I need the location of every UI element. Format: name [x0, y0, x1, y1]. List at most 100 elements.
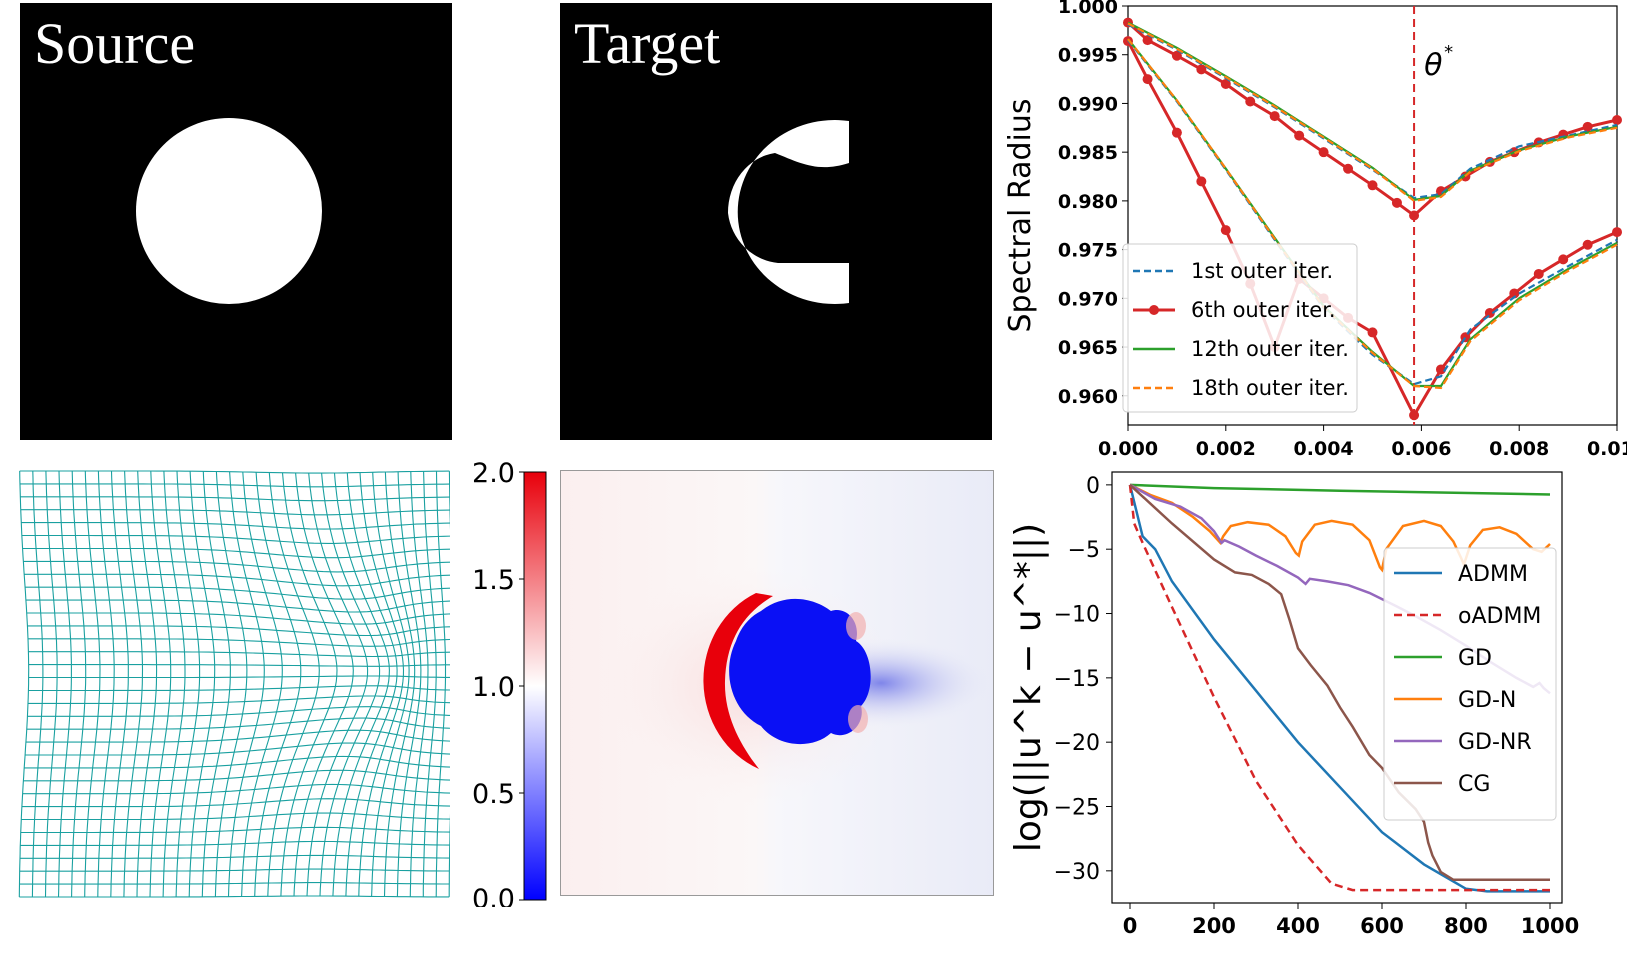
deformation-grid	[18, 470, 457, 898]
grid-line-vertical	[44, 470, 58, 898]
series-marker	[1318, 147, 1329, 158]
legend-label: GD-N	[1458, 688, 1516, 713]
compression-blob	[729, 598, 871, 745]
y-tick-label: −5	[1068, 538, 1100, 563]
series-marker	[1509, 288, 1520, 299]
plot-frame	[1127, 5, 1618, 426]
grid-line-horizontal	[24, 755, 453, 769]
grid-line-horizontal	[28, 675, 456, 679]
source-label: Source	[34, 11, 196, 76]
grid-line-horizontal	[21, 798, 451, 808]
colorbar-tick: 1.0	[472, 672, 515, 703]
series-marker	[1435, 364, 1446, 375]
legend-label: 6th outer iter.	[1191, 298, 1336, 322]
series-marker	[1343, 163, 1354, 174]
grid-line-horizontal	[28, 685, 456, 692]
grid-line-vertical	[149, 470, 172, 898]
series-marker	[1612, 227, 1622, 238]
grid-line-vertical	[227, 471, 265, 897]
y-axis-label: Spectral Radius	[1003, 99, 1038, 333]
heatmap-spot	[846, 612, 866, 640]
y-tick-label: −15	[1054, 667, 1100, 692]
series-line	[1129, 483, 1551, 496]
spectral-radius-chart: 1.000 0.995 0.990 0.985 0.980 0.975 0.970 0.965…	[1000, 0, 1627, 470]
x-tick-label: 400	[1276, 914, 1320, 938]
colorbar-tick: 0.0	[472, 884, 515, 907]
series-marker	[1484, 307, 1495, 318]
y-tick-label: 0.980	[1058, 191, 1118, 213]
y-tick-label: 0.960	[1058, 386, 1118, 408]
x-tick-label: 0.004	[1294, 438, 1354, 460]
legend-marker	[1149, 305, 1159, 315]
legend-label: oADMM	[1458, 604, 1541, 629]
grid-line-vertical	[162, 471, 186, 898]
grid-line-vertical	[254, 472, 302, 897]
colorbar-tick: 1.5	[472, 565, 515, 596]
grid-line-horizontal	[25, 729, 454, 743]
grid-line-horizontal	[19, 868, 450, 872]
legend-box	[1122, 243, 1358, 413]
grid-line-vertical	[241, 471, 283, 897]
convergence-chart: 0 −5 −10 −15 −20 −25 −30 0 200 400 600 800 1000 log(|…	[1000, 470, 1627, 963]
x-tick-label: 0.008	[1489, 438, 1549, 460]
x-tick-label: 1000	[1521, 914, 1579, 938]
series-line	[1127, 23, 1618, 200]
series-marker	[1582, 121, 1593, 132]
grid-line-horizontal	[20, 496, 450, 502]
y-tick-label: 1.000	[1058, 0, 1118, 18]
series-line	[1127, 22, 1618, 203]
series-line	[1127, 21, 1618, 202]
series-marker	[1196, 64, 1207, 75]
grid-line-horizontal	[23, 769, 452, 782]
series-marker	[1269, 111, 1280, 122]
source-shape	[136, 118, 322, 304]
grid-line-vertical	[383, 471, 416, 897]
y-tick-label: 0	[1086, 474, 1100, 499]
x-tick-label: 0.000	[1098, 438, 1158, 460]
y-tick-label: 0.995	[1058, 45, 1118, 67]
grid-line-vertical	[175, 471, 201, 897]
source-image: Source	[20, 3, 452, 440]
heatmap-image	[561, 471, 993, 895]
legend-label: GD	[1458, 646, 1492, 671]
grid-line-vertical	[422, 471, 437, 897]
grid-line-vertical	[214, 471, 248, 897]
series-marker	[1409, 410, 1420, 421]
jacobian-heatmap	[560, 470, 994, 896]
grid-line-horizontal	[19, 470, 450, 474]
grid-line-horizontal	[19, 895, 450, 898]
grid-line-horizontal	[20, 826, 451, 834]
grid-line-horizontal	[25, 599, 454, 613]
grid-line-horizontal	[26, 612, 455, 625]
y-tick-label: 0.965	[1058, 337, 1118, 359]
grid-line-vertical	[409, 471, 429, 897]
legend-label: 12th outer iter.	[1191, 337, 1349, 361]
grid-line-horizontal	[21, 534, 451, 544]
y-axis-label: log(||u^k − u^*||)	[1008, 523, 1049, 852]
series-line	[1129, 483, 1551, 573]
series-marker	[1171, 127, 1182, 138]
grid-line-horizontal	[23, 560, 452, 573]
legend-label: ADMM	[1458, 562, 1528, 587]
grid-line-horizontal	[25, 586, 454, 600]
legend-label: GD-NR	[1458, 730, 1532, 755]
series-line	[1128, 484, 1550, 892]
y-tick-label: −30	[1054, 860, 1100, 885]
grid-line-vertical	[18, 470, 30, 898]
grid-line-horizontal	[26, 717, 455, 730]
grid-line-horizontal	[27, 625, 455, 637]
grid-line-vertical	[123, 470, 144, 898]
grid-line-vertical	[57, 470, 72, 898]
series-marker	[1391, 197, 1402, 208]
series-marker	[1294, 130, 1305, 141]
y-tick-label: 0.985	[1058, 142, 1118, 164]
grid-line-horizontal	[28, 638, 456, 647]
grid-line-vertical	[332, 472, 390, 897]
grid-line-vertical	[358, 472, 405, 897]
y-tick-label: −10	[1054, 603, 1100, 628]
grid-line-vertical	[201, 471, 231, 897]
grid-line-horizontal	[19, 483, 450, 488]
series-marker	[1142, 74, 1153, 85]
x-tick-label: 800	[1444, 914, 1488, 938]
grid-line-horizontal	[21, 522, 451, 530]
